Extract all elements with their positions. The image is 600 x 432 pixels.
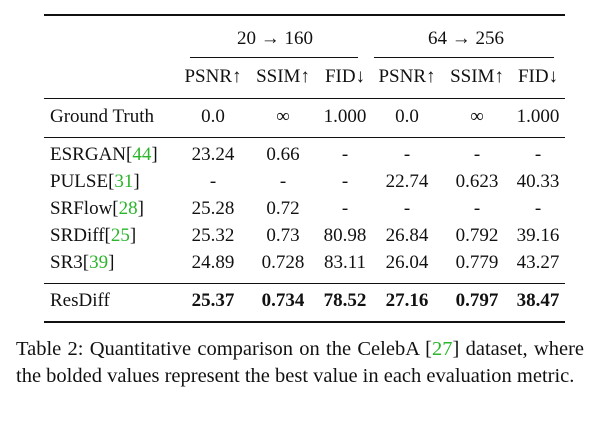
group-rule <box>190 57 358 58</box>
method-text: ResDiff <box>50 290 110 311</box>
cell-value: 0.66 <box>266 144 300 165</box>
cell-value: ∞ <box>276 106 290 127</box>
citation: 39 <box>89 252 109 273</box>
cell-value: - <box>209 171 217 192</box>
metric-header: FID↓ <box>517 66 559 87</box>
cell-value: - <box>279 171 287 192</box>
method-text: ] <box>129 225 137 246</box>
cell-value: 78.52 <box>323 290 367 311</box>
method-name: ESRGAN[44] <box>50 144 158 166</box>
method-name: SR3[39] <box>50 252 114 274</box>
method-text: ] <box>137 198 144 219</box>
cell-value: 83.11 <box>323 252 367 273</box>
cell-value: 26.04 <box>385 252 429 273</box>
cell-value: - <box>534 144 542 165</box>
cell-value: - <box>403 144 411 165</box>
citation: 44 <box>132 144 152 165</box>
metric-header: SSIM↑ <box>450 66 504 87</box>
citation: 31 <box>114 171 134 192</box>
caption-text: ] dataset, where the bolded values repre… <box>16 338 584 387</box>
mid-rule <box>44 137 565 138</box>
method-text: SRDiff[ <box>50 225 111 246</box>
cell-value: 24.89 <box>191 252 235 273</box>
cell-value: 0.797 <box>455 290 499 311</box>
cell-value: 0.792 <box>455 225 499 246</box>
method-name: ResDiff <box>50 290 110 312</box>
cell-value: 26.84 <box>385 225 429 246</box>
cell-value: 0.0 <box>201 106 225 127</box>
metric-header: SSIM↑ <box>256 66 310 87</box>
mid-rule <box>44 283 565 284</box>
cell-value: - <box>473 144 481 165</box>
cell-value: - <box>341 198 349 219</box>
group-header: 64 → 256 <box>428 28 504 49</box>
method-text: PULSE[ <box>50 171 115 192</box>
method-name: SRDiff[25] <box>50 225 136 247</box>
method-name: PULSE[31] <box>50 171 140 193</box>
group-rule <box>374 57 554 58</box>
cell-value: 22.74 <box>385 171 429 192</box>
bottom-rule <box>44 321 565 323</box>
cell-value: 0.734 <box>261 290 305 311</box>
cell-value: - <box>403 198 411 219</box>
cell-value: 80.98 <box>323 225 367 246</box>
cell-value: - <box>341 144 349 165</box>
cell-value: 0.0 <box>395 106 419 127</box>
cell-value: 25.32 <box>191 225 235 246</box>
group-header: 20 → 160 <box>237 28 313 49</box>
cell-value: 38.47 <box>516 290 560 311</box>
method-text: SRFlow[ <box>50 198 119 219</box>
cell-value: 43.27 <box>516 252 560 273</box>
method-text: Ground Truth <box>50 106 154 127</box>
metric-header: PSNR↑ <box>184 66 242 87</box>
cell-value: 25.37 <box>191 290 235 311</box>
method-text: ] <box>133 171 140 192</box>
citation: 27 <box>431 338 453 360</box>
method-text: ESRGAN[ <box>50 144 133 165</box>
cell-value: 0.728 <box>261 252 305 273</box>
caption-text: Table 2: Quantitative comparison on the … <box>16 338 432 360</box>
method-text: SR3[ <box>50 252 90 273</box>
cell-value: 27.16 <box>385 290 429 311</box>
citation: 28 <box>118 198 138 219</box>
cell-value: 1.000 <box>516 106 560 127</box>
mid-rule <box>44 98 565 99</box>
cell-value: 0.72 <box>266 198 300 219</box>
cell-value: 25.28 <box>191 198 235 219</box>
cell-value: 1.000 <box>323 106 367 127</box>
cell-value: 0.779 <box>455 252 499 273</box>
cell-value: 40.33 <box>516 171 560 192</box>
cell-value: 23.24 <box>191 144 235 165</box>
method-name: Ground Truth <box>50 106 154 128</box>
cell-value: ∞ <box>470 106 484 127</box>
citation: 25 <box>110 225 130 246</box>
cell-value: - <box>341 171 349 192</box>
cell-value: 39.16 <box>516 225 560 246</box>
cell-value: - <box>534 198 542 219</box>
cell-value: 0.623 <box>455 171 499 192</box>
metric-header: PSNR↑ <box>378 66 436 87</box>
metric-header: FID↓ <box>324 66 366 87</box>
cell-value: - <box>473 198 481 219</box>
method-text: ] <box>151 144 158 165</box>
caption: Table 2: Quantitative comparison on the … <box>16 336 584 390</box>
method-name: SRFlow[28] <box>50 198 144 220</box>
cell-value: 0.73 <box>266 225 300 246</box>
top-rule <box>44 14 565 16</box>
method-text: ] <box>108 252 115 273</box>
